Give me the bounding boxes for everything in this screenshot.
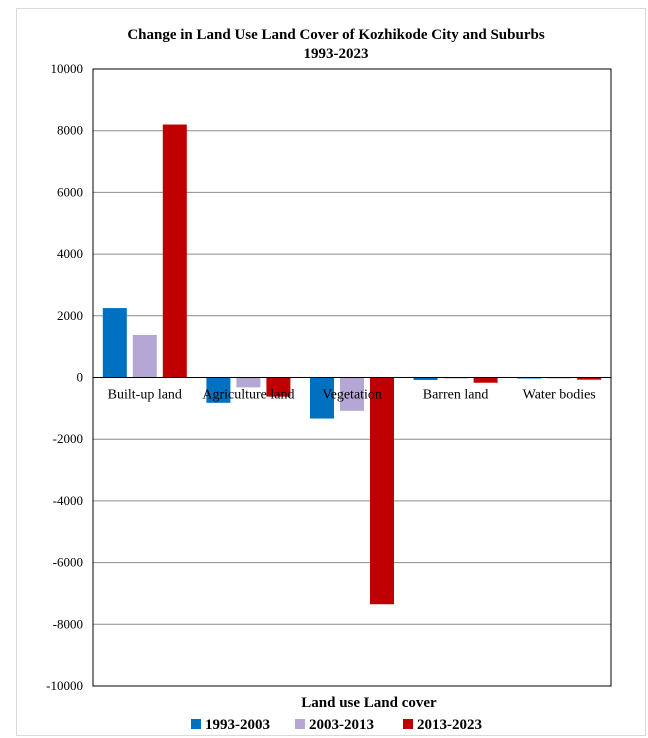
legend-label: 2013-2023	[417, 717, 482, 733]
legend-swatch	[295, 719, 305, 729]
bar-2003-2013-built-up-land	[132, 334, 157, 378]
y-tick-label: 4000	[57, 246, 83, 261]
category-labels: Built-up land Agriculture land Vegetation B…	[108, 388, 596, 403]
y-tick-label: 8000	[57, 123, 83, 138]
bar-1993-2003-built-up-land	[102, 308, 127, 378]
bar-1993-2003-barren-land	[413, 377, 438, 380]
y-tick-label: 10000	[51, 61, 84, 76]
chart-subtitle: 1993-2023	[304, 46, 369, 62]
y-tick-label: -2000	[53, 431, 83, 446]
bar-2013-2023-built-up-land	[162, 124, 187, 378]
plot-border	[92, 68, 612, 687]
bar-2003-2013-vegetation	[340, 377, 364, 411]
legend-label: 1993-2003	[205, 717, 270, 733]
bar-2003-2013-agriculture-land	[236, 377, 261, 388]
bar-2013-2023-barren-land	[473, 377, 498, 383]
x-axis-title: Land use Land cover	[301, 695, 437, 711]
legend: 1993-2003 2003-2013 2013-2023	[191, 717, 482, 733]
y-tick-label: -8000	[53, 616, 83, 631]
category-label: Vegetation	[322, 388, 382, 403]
chart-title: Change in Land Use Land Cover of Kozhiko…	[127, 27, 544, 43]
y-tick-label: 0	[77, 370, 84, 385]
y-tick-label: -6000	[53, 555, 83, 570]
legend-swatch	[191, 719, 201, 729]
legend-label: 2003-2013	[309, 717, 374, 733]
category-label: Agriculture land	[202, 388, 294, 403]
y-tick-labels: 10000 8000 6000 4000 2000 0 -2000 -4000 -6000 -80…	[46, 61, 83, 693]
bar-1993-2003-agriculture-land	[206, 377, 231, 403]
category-label: Water bodies	[523, 388, 596, 403]
legend-swatch	[403, 719, 413, 729]
bar-2013-2023-water-bodies	[577, 377, 602, 380]
bar-2013-2023-vegetation	[370, 377, 394, 605]
bar-2013-2023-agriculture-land	[266, 377, 291, 397]
y-tick-label: 6000	[57, 184, 83, 199]
category-label: Barren land	[423, 388, 489, 403]
y-tick-label: -10000	[46, 678, 83, 693]
bars	[102, 124, 602, 605]
bar-1993-2003-vegetation	[310, 377, 334, 419]
y-tick-label: -4000	[53, 493, 83, 508]
y-tick-label: 2000	[57, 308, 83, 323]
category-label: Built-up land	[108, 388, 182, 403]
